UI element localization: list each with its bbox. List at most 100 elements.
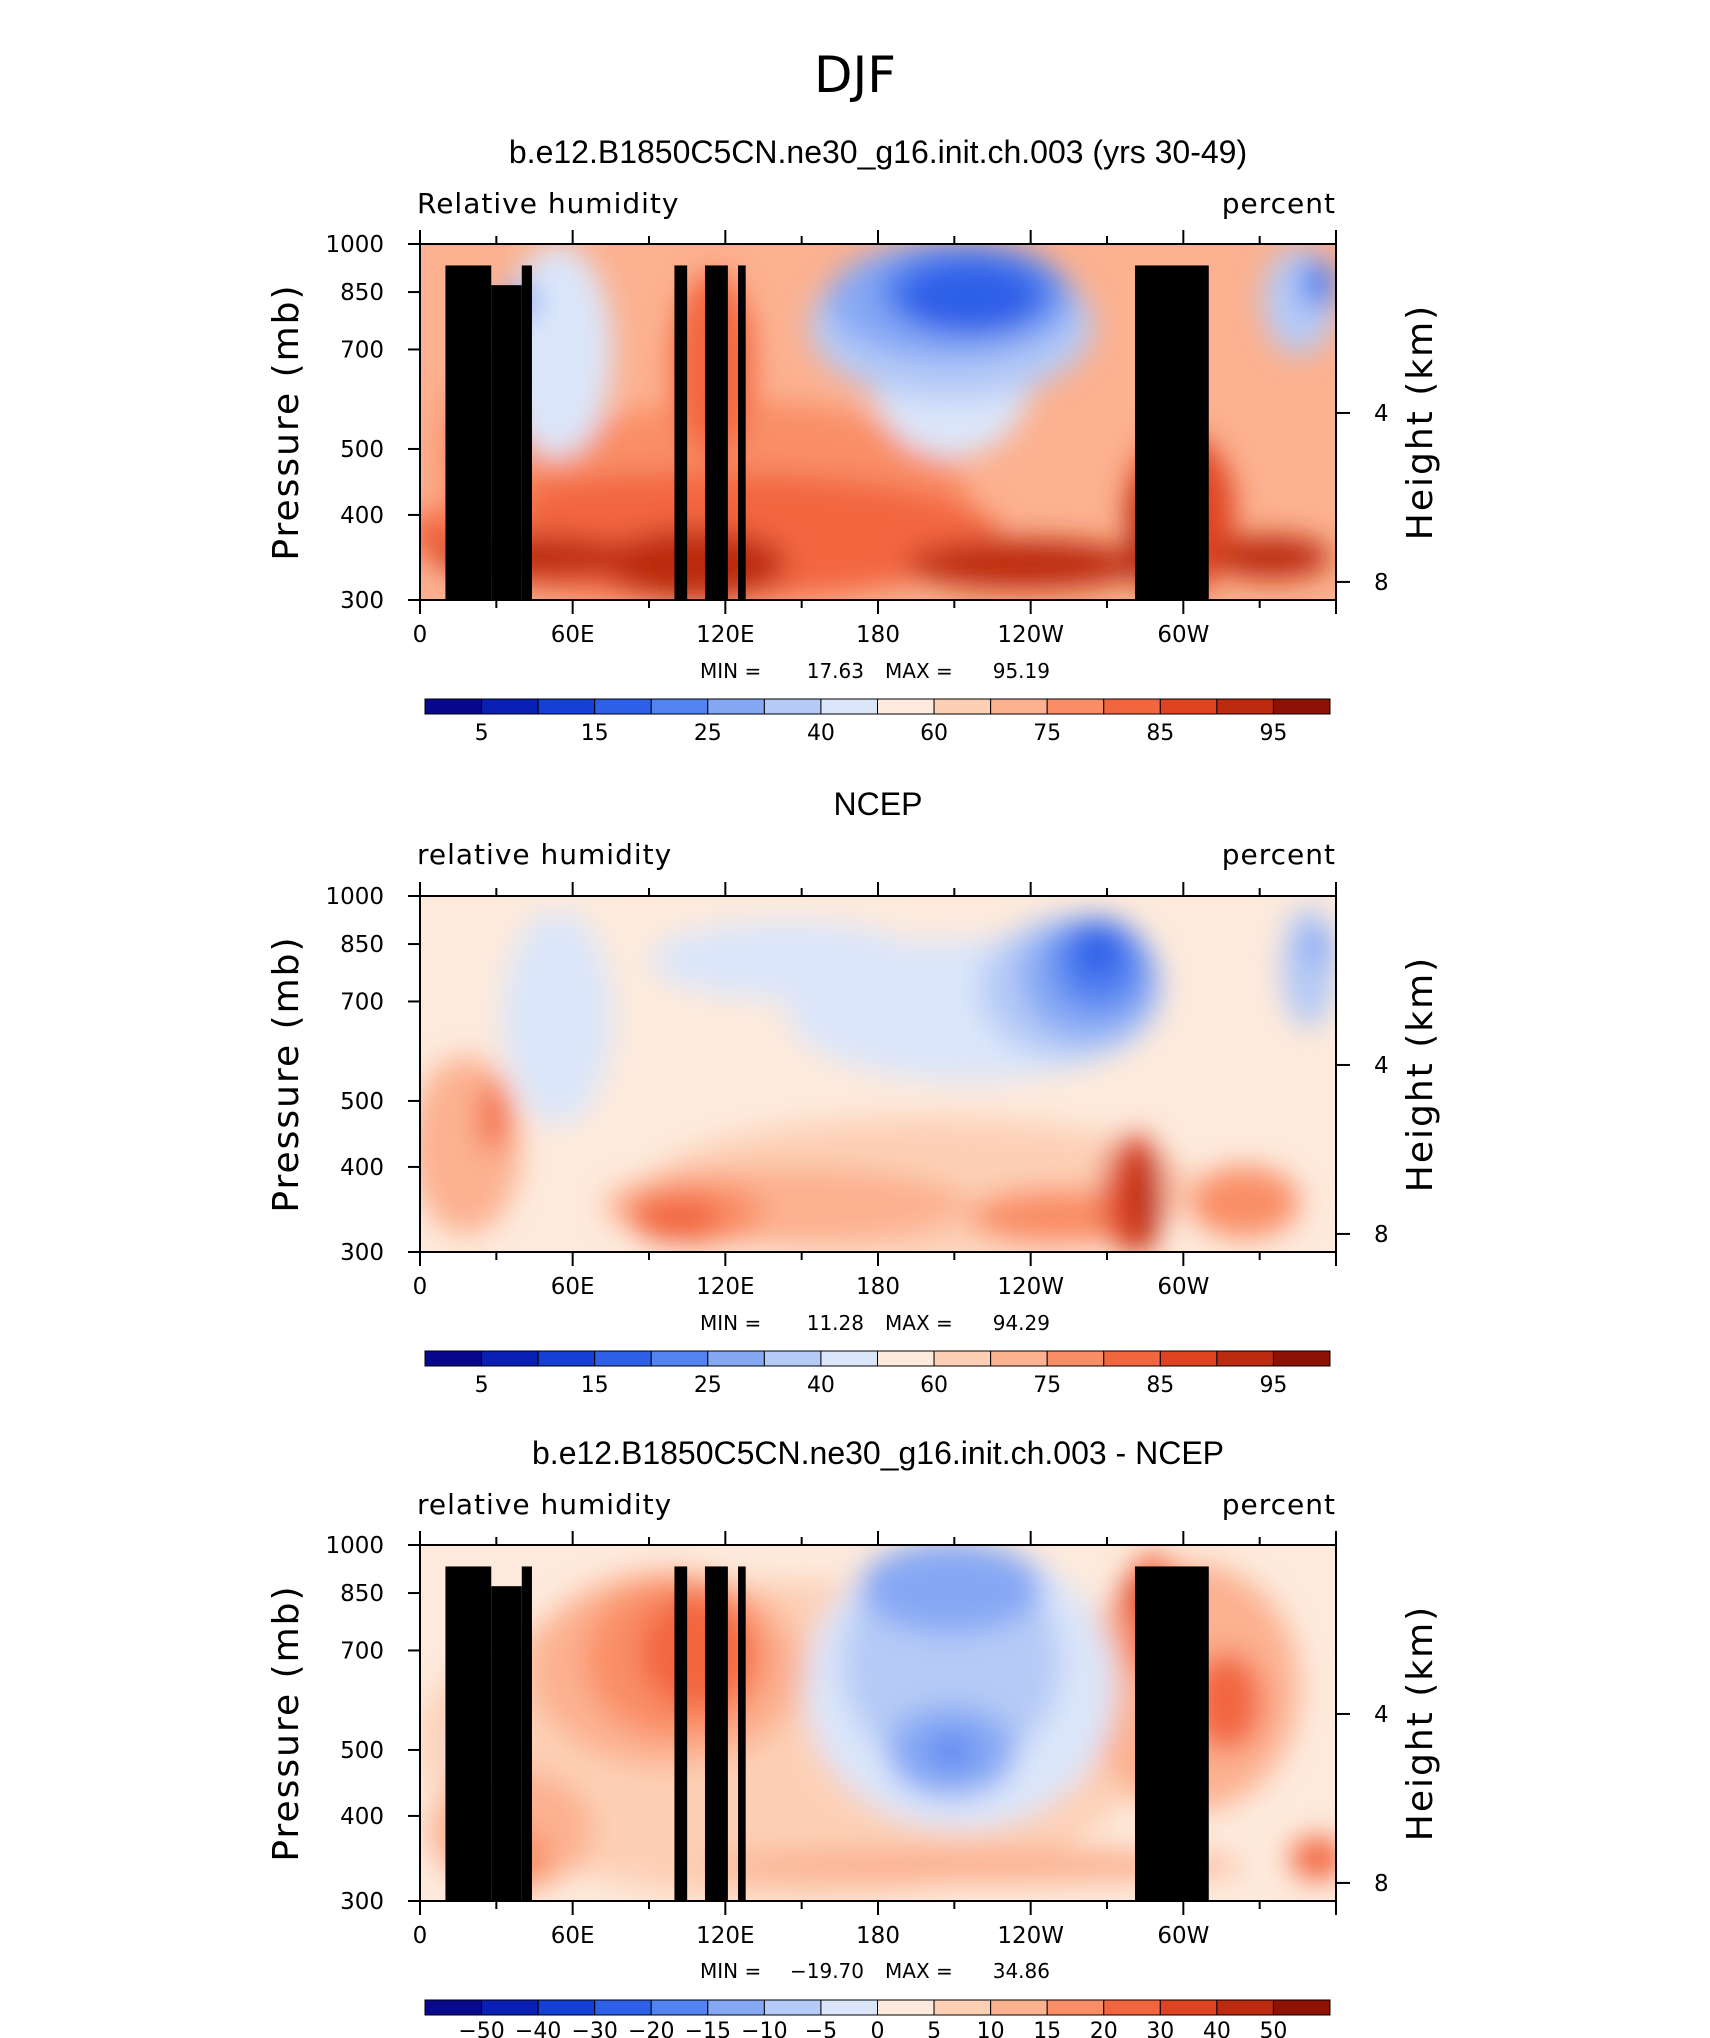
y-tick-label: 1000: [325, 884, 384, 910]
colorbar-box: [763, 1350, 822, 1367]
colorbar-box: [1272, 698, 1331, 715]
contour-region: [420, 1056, 521, 1235]
max-value: 94.29: [993, 1311, 1050, 1335]
colorbar-box: [1272, 1350, 1331, 1367]
colorbar-label: 15: [1033, 2019, 1061, 2038]
terrain-block: [1134, 1566, 1209, 1901]
colorbar-box: [594, 1999, 652, 2016]
colorbar-label: −20: [628, 2019, 674, 2038]
y-tick-label: 400: [340, 1804, 384, 1830]
colorbar-box: [1216, 698, 1274, 715]
y2-tick-label: 4: [1374, 1053, 1389, 1079]
colorbar-box: [1272, 1999, 1331, 2016]
colorbar-label: −50: [458, 2019, 504, 2038]
colorbar-label: 95: [1259, 1373, 1287, 1398]
colorbar-label: 75: [1033, 721, 1061, 746]
x-tick-label: 120W: [997, 1923, 1064, 1949]
colorbar-label: −10: [741, 2019, 787, 2038]
colorbar-box: [877, 1999, 935, 2016]
variable-label: relative humidity: [417, 838, 672, 871]
max-label: MAX =: [885, 659, 953, 683]
colorbar-label: −5: [805, 2019, 837, 2038]
panel-title: NCEP: [834, 786, 923, 822]
y-tick-label: 300: [340, 1889, 384, 1915]
colorbar-box: [1159, 1350, 1218, 1367]
colorbar-box: [820, 1999, 878, 2016]
colorbar: −50 −40 −30 −20 −15 −10 −5 0 5 10 15 20 30 40 50: [424, 1999, 1331, 2038]
x-tick-label: 180: [856, 1923, 900, 1949]
colorbar-box: [481, 1350, 539, 1367]
panel-1: b.e12.B1850C5CN.ne30_g16.init.ch.003 (yr…: [266, 134, 1441, 746]
contour-region: [603, 528, 787, 600]
colorbar-box: [990, 698, 1048, 715]
colorbar-label: 5: [927, 2019, 941, 2038]
colorbar-box: [707, 1999, 765, 2016]
contour-region: [900, 261, 1039, 333]
x-tick-label: 60E: [551, 622, 595, 648]
y-axis-title: Pressure (mb): [266, 1584, 307, 1861]
terrain-block: [674, 1566, 688, 1901]
colorbar-box: [990, 1350, 1048, 1367]
terrain-block: [445, 265, 492, 600]
y-tick-label: 700: [340, 1638, 384, 1664]
y2-tick-label: 4: [1374, 401, 1389, 427]
colorbar-label: 20: [1090, 2019, 1118, 2038]
contour-region: [1102, 1134, 1167, 1252]
x-tick-label: 120E: [696, 1274, 754, 1300]
colorbar-label: 5: [475, 721, 489, 746]
colorbar-box: [650, 698, 709, 715]
max-value: 95.19: [993, 659, 1050, 683]
x-tick-label: 0: [413, 1274, 428, 1300]
panel-3: b.e12.B1850C5CN.ne30_g16.init.ch.003 - N…: [266, 1435, 1441, 2038]
terrain-block: [445, 1566, 492, 1901]
colorbar-box: [990, 1999, 1048, 2016]
terrain-block: [704, 1566, 728, 1901]
colorbar-box: [1159, 698, 1218, 715]
colorbar-box: [1159, 1999, 1218, 2016]
colorbar-box: [1046, 1999, 1105, 2016]
colorbar-box: [933, 698, 992, 715]
terrain-block: [521, 265, 532, 600]
units-label: percent: [1222, 838, 1336, 871]
colorbar-label: 95: [1259, 721, 1287, 746]
colorbar-box: [481, 698, 539, 715]
colorbar-label: 15: [581, 721, 609, 746]
y2-tick-label: 8: [1374, 1871, 1389, 1897]
contour-region: [639, 1594, 750, 1709]
colorbar-label: 0: [871, 2019, 885, 2038]
x-tick-label: 0: [413, 622, 428, 648]
y-tick-label: 700: [340, 989, 384, 1015]
colorbar-label: 25: [694, 721, 722, 746]
contour-region: [905, 539, 1144, 590]
min-value: 11.28: [807, 1311, 864, 1335]
y2-tick-label: 8: [1374, 570, 1389, 596]
colorbar-box: [707, 698, 765, 715]
terrain-block: [738, 265, 746, 600]
y-tick-label: 850: [340, 280, 384, 306]
y-tick-label: 500: [340, 437, 384, 463]
y2-axis-title: Height (km): [1400, 304, 1441, 540]
colorbar: 5 15 25 40 60 75 85 95: [424, 1350, 1331, 1398]
contour-region: [1074, 928, 1121, 978]
colorbar-label: 85: [1146, 1373, 1174, 1398]
colorbar-label: 60: [920, 1373, 948, 1398]
panel-title: b.e12.B1850C5CN.ne30_g16.init.ch.003 - N…: [532, 1435, 1224, 1471]
contour-region: [1299, 258, 1336, 309]
y-axis-title: Pressure (mb): [266, 935, 307, 1212]
min-label: MIN =: [700, 659, 761, 683]
contour-region: [630, 1198, 723, 1242]
colorbar-box: [763, 1999, 822, 2016]
panel-title: b.e12.B1850C5CN.ne30_g16.init.ch.003 (yr…: [509, 134, 1247, 170]
y-tick-label: 400: [340, 503, 384, 529]
colorbar-label: 5: [475, 1373, 489, 1398]
x-tick-label: 60W: [1157, 1274, 1209, 1300]
x-tick-label: 120E: [696, 1923, 754, 1949]
colorbar-label: −15: [685, 2019, 731, 2038]
y2-tick-label: 4: [1374, 1702, 1389, 1728]
min-label: MIN =: [700, 1311, 761, 1335]
contour-region: [1136, 1148, 1151, 1249]
terrain-block: [521, 1566, 532, 1901]
y-tick-label: 500: [340, 1089, 384, 1115]
colorbar-box: [1216, 1999, 1274, 2016]
terrain-block: [704, 265, 728, 600]
